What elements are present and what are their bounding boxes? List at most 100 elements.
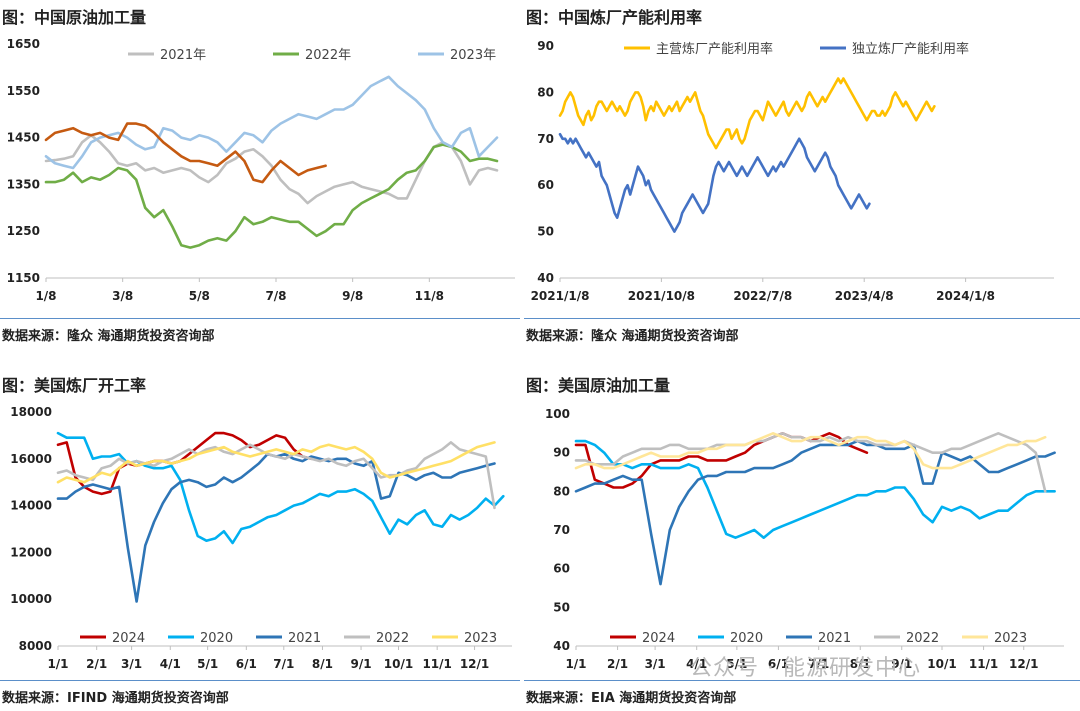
x-tick-label: 10/1 bbox=[927, 657, 956, 671]
y-tick-label: 12000 bbox=[10, 545, 52, 559]
series-line bbox=[56, 431, 313, 496]
series-line bbox=[44, 143, 499, 249]
series-line bbox=[558, 77, 936, 150]
legend-label: 2022年 bbox=[305, 48, 351, 63]
series-line bbox=[56, 441, 496, 484]
chart-us-crude-throughput: 40 50 60 70 80 90 100 1/1 2/1 3/1 4/1 5/1 6/1 7/1 8/1 9… bbox=[545, 407, 1064, 671]
y-tick-label: 40 bbox=[553, 639, 570, 653]
y-tick-label: 1550 bbox=[7, 84, 40, 98]
legend-label: 2024 bbox=[642, 631, 675, 646]
divider bbox=[524, 680, 1080, 681]
x-tick-label: 7/1 bbox=[273, 657, 294, 671]
x-tick-label: 12/1 bbox=[460, 657, 489, 671]
panel-title: 图：美国炼厂开工率 bbox=[2, 376, 147, 395]
legend-label: 2023年 bbox=[450, 48, 496, 63]
x-tick-label: 7/1 bbox=[808, 657, 829, 671]
y-tick-label: 40 bbox=[537, 271, 554, 285]
y-tick-label: 70 bbox=[537, 132, 554, 146]
legend-label: 独立炼厂产能利用率 bbox=[852, 41, 969, 57]
y-tick-label: 80 bbox=[553, 484, 570, 498]
chart-china-refinery-utilization: 40 50 60 70 80 90 2021/1/8 2021/10/8 2022/7/8 202… bbox=[531, 39, 1054, 303]
y-tick-label: 100 bbox=[545, 407, 570, 421]
x-tick-label: 3/8 bbox=[112, 289, 133, 303]
source-note: 数据来源：隆众 海通期货投资咨询部 bbox=[526, 329, 739, 344]
panel-title: 图：中国炼厂产能利用率 bbox=[526, 8, 703, 27]
y-tick-label: 60 bbox=[553, 562, 570, 576]
series-line bbox=[44, 134, 499, 205]
y-tick-label: 80 bbox=[537, 85, 554, 99]
series-line bbox=[574, 431, 1047, 493]
x-tick-label: 6/1 bbox=[768, 657, 789, 671]
chart-china-crude-throughput: 1150 1250 1350 1450 1550 1650 1/8 3/8 5/8 7/8 9/8 1… bbox=[7, 37, 515, 303]
panel-us-crude-throughput: 图：美国原油加工量 40 50 60 70 80 90 100 1/1 2/1 3/1 4/1 5/1… bbox=[524, 368, 1080, 711]
y-tick-label: 16000 bbox=[10, 452, 52, 466]
x-tick-label: 6/1 bbox=[236, 657, 257, 671]
legend-label: 2022 bbox=[906, 631, 939, 646]
series-line bbox=[558, 132, 871, 233]
y-tick-label: 90 bbox=[537, 39, 554, 53]
legend-label: 2023 bbox=[464, 631, 497, 646]
x-tick-label: 3/1 bbox=[645, 657, 666, 671]
panel-us-refinery-runs: 图：美国炼厂开工率 8000 10000 12000 14000 16000 18000 1… bbox=[0, 368, 524, 711]
legend-label: 2022 bbox=[376, 631, 409, 646]
x-tick-label: 9/1 bbox=[891, 657, 912, 671]
y-tick-label: 10000 bbox=[10, 592, 52, 606]
y-tick-label: 50 bbox=[553, 600, 570, 614]
x-tick-label: 2023/4/8 bbox=[835, 289, 894, 303]
panel-china-crude-throughput: 图：中国原油加工量 1150 1250 1350 1450 1550 1650 1/8 3/8… bbox=[0, 0, 524, 350]
y-tick-label: 1650 bbox=[7, 37, 40, 51]
x-tick-label: 3/1 bbox=[121, 657, 142, 671]
legend-label: 2021年 bbox=[160, 48, 206, 63]
y-tick-label: 60 bbox=[537, 178, 554, 192]
panel-china-refinery-utilization: 图：中国炼厂产能利用率 40 50 60 70 80 90 2021/1/8 2021/10/… bbox=[524, 0, 1080, 350]
x-tick-label: 9/1 bbox=[350, 657, 371, 671]
x-tick-label: 9/8 bbox=[342, 289, 363, 303]
x-tick-label: 2022/7/8 bbox=[733, 289, 792, 303]
x-tick-label: 8/1 bbox=[312, 657, 333, 671]
legend-label: 2021 bbox=[288, 631, 321, 646]
x-tick-label: 2021/1/8 bbox=[531, 289, 590, 303]
series-line bbox=[574, 439, 1056, 586]
x-tick-label: 5/1 bbox=[726, 657, 747, 671]
y-tick-label: 50 bbox=[537, 225, 554, 239]
x-tick-label: 5/8 bbox=[189, 289, 210, 303]
source-note: 数据来源：IFIND 海通期货投资咨询部 bbox=[2, 691, 229, 706]
divider bbox=[0, 318, 520, 319]
divider bbox=[0, 680, 520, 681]
y-tick-label: 1450 bbox=[7, 131, 40, 145]
x-tick-label: 8/1 bbox=[850, 657, 871, 671]
x-tick-label: 1/1 bbox=[47, 657, 68, 671]
y-tick-label: 90 bbox=[553, 446, 570, 460]
legend-label: 2020 bbox=[200, 631, 233, 646]
panel-title: 图：美国原油加工量 bbox=[526, 376, 671, 395]
x-tick-label: 11/1 bbox=[422, 657, 451, 671]
series-line bbox=[56, 452, 496, 603]
x-tick-label: 7/8 bbox=[265, 289, 286, 303]
x-tick-label: 11/1 bbox=[969, 657, 998, 671]
x-tick-label: 5/1 bbox=[197, 657, 218, 671]
y-tick-label: 1350 bbox=[7, 177, 40, 191]
x-tick-label: 10/1 bbox=[384, 657, 413, 671]
x-tick-label: 1/8 bbox=[35, 289, 56, 303]
series-line bbox=[44, 122, 327, 184]
legend-label: 2023 bbox=[994, 631, 1027, 646]
legend-label: 2024 bbox=[112, 631, 145, 646]
x-tick-label: 2021/10/8 bbox=[628, 289, 695, 303]
series-line bbox=[574, 439, 1056, 539]
chart-us-refinery-runs: 8000 10000 12000 14000 16000 18000 1/1 2/1 3/1 4/… bbox=[10, 405, 512, 671]
watermark-text: 公众号 · 能源研发中心 bbox=[690, 656, 921, 681]
source-note: 数据来源：隆众 海通期货投资咨询部 bbox=[2, 329, 215, 344]
x-tick-label: 2/1 bbox=[86, 657, 107, 671]
y-tick-label: 1250 bbox=[7, 224, 40, 238]
y-tick-label: 14000 bbox=[10, 499, 52, 513]
x-tick-label: 2/1 bbox=[607, 657, 628, 671]
x-tick-label: 12/1 bbox=[1009, 657, 1038, 671]
x-tick-label: 4/1 bbox=[686, 657, 707, 671]
y-tick-label: 1150 bbox=[7, 271, 40, 285]
legend-label: 2021 bbox=[818, 631, 851, 646]
y-tick-label: 70 bbox=[553, 523, 570, 537]
panel-title: 图：中国原油加工量 bbox=[2, 8, 147, 27]
x-tick-label: 1/1 bbox=[565, 657, 586, 671]
series-line bbox=[574, 431, 1047, 470]
y-tick-label: 8000 bbox=[19, 639, 52, 653]
